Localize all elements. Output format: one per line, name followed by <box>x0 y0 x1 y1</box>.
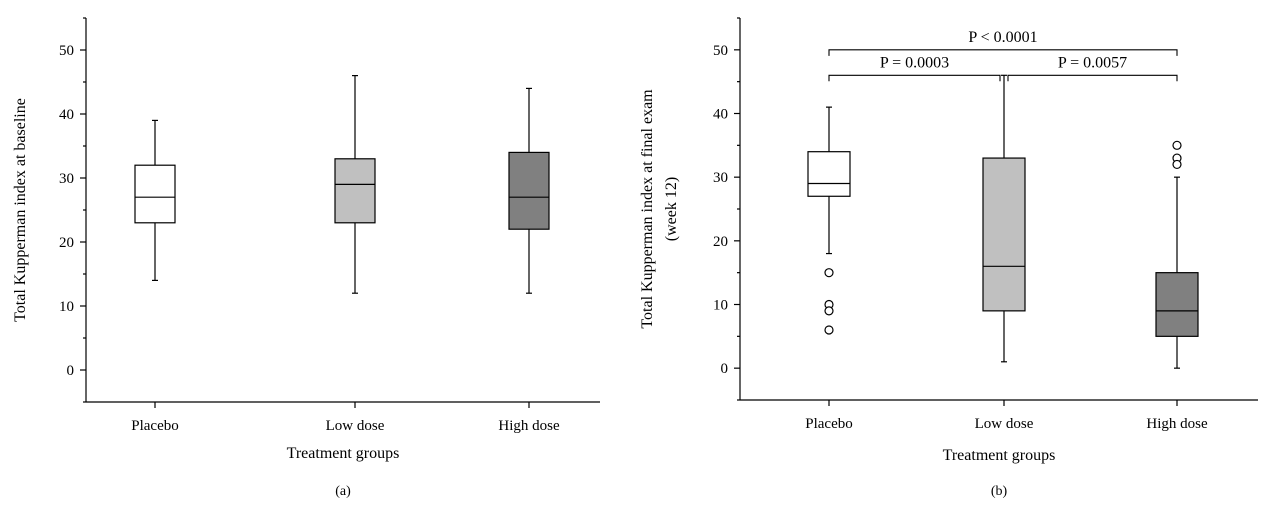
box-low-dose <box>334 74 376 294</box>
outlier-point <box>1172 140 1182 150</box>
bracket-line <box>828 74 1001 82</box>
y-axis-title: Total Kupperman index at final exam <box>639 89 656 329</box>
y-tick-label: 30 <box>59 171 74 187</box>
y-tick-label: 0 <box>67 363 75 379</box>
x-axis-title: Treatment groups <box>287 445 400 462</box>
outlier-point <box>824 325 834 335</box>
box-high-dose <box>1155 140 1199 369</box>
y-tick-label: 0 <box>721 361 729 377</box>
y-tick-label: 10 <box>59 299 74 315</box>
x-tick-label: High dose <box>1146 416 1208 432</box>
y-tick-label: 20 <box>713 234 728 250</box>
p-value-label: P < 0.0001 <box>968 29 1037 46</box>
outlier-point <box>824 268 834 278</box>
bracket-line <box>1007 74 1178 82</box>
outlier-point <box>824 306 834 316</box>
x-tick-label: Low dose <box>326 418 385 434</box>
y-tick-label: 30 <box>713 170 728 186</box>
x-tick-label: Placebo <box>805 416 852 432</box>
box-low-dose <box>982 74 1026 363</box>
panel-label: (b) <box>991 484 1008 499</box>
y-axis-title: Total Kupperman index at baseline <box>12 98 29 322</box>
x-tick-label: Placebo <box>131 418 178 434</box>
panel-label: (a) <box>335 484 351 499</box>
significance-bracket: P = 0.0057 <box>1007 54 1178 82</box>
x-tick-label: Low dose <box>975 416 1034 432</box>
box-iqr <box>807 151 851 197</box>
x-axis-title: Treatment groups <box>943 447 1056 464</box>
box-iqr <box>334 158 376 224</box>
y-tick-label: 50 <box>59 43 74 59</box>
box-iqr <box>982 157 1026 312</box>
y-tick-label: 40 <box>59 107 74 123</box>
box-iqr <box>508 151 550 230</box>
x-tick-label: High dose <box>498 418 560 434</box>
bracket-line <box>828 49 1178 56</box>
y-tick-label: 40 <box>713 107 728 123</box>
box-placebo <box>807 106 851 335</box>
y-axis-title-line2: (week 12) <box>663 177 680 241</box>
outlier-point <box>1172 159 1182 170</box>
p-value-label: P = 0.0003 <box>880 54 949 71</box>
box-iqr <box>134 164 176 224</box>
y-tick-label: 10 <box>713 298 728 314</box>
p-value-label: P = 0.0057 <box>1058 54 1127 71</box>
box-high-dose <box>508 87 550 294</box>
significance-bracket: P = 0.0003 <box>828 54 1001 82</box>
box-placebo <box>134 119 176 281</box>
y-tick-label: 50 <box>713 43 728 59</box>
significance-bracket: P < 0.0001 <box>828 29 1178 56</box>
panel-b: 0 10 20 30 40 50 Placebo Low dose High dose P < 0… <box>639 17 1258 499</box>
panel-a: 0 10 20 30 40 50 Placebo Low dose High dose Treat… <box>12 17 600 499</box>
y-tick-label: 20 <box>59 235 74 251</box>
box-iqr <box>1155 272 1199 337</box>
